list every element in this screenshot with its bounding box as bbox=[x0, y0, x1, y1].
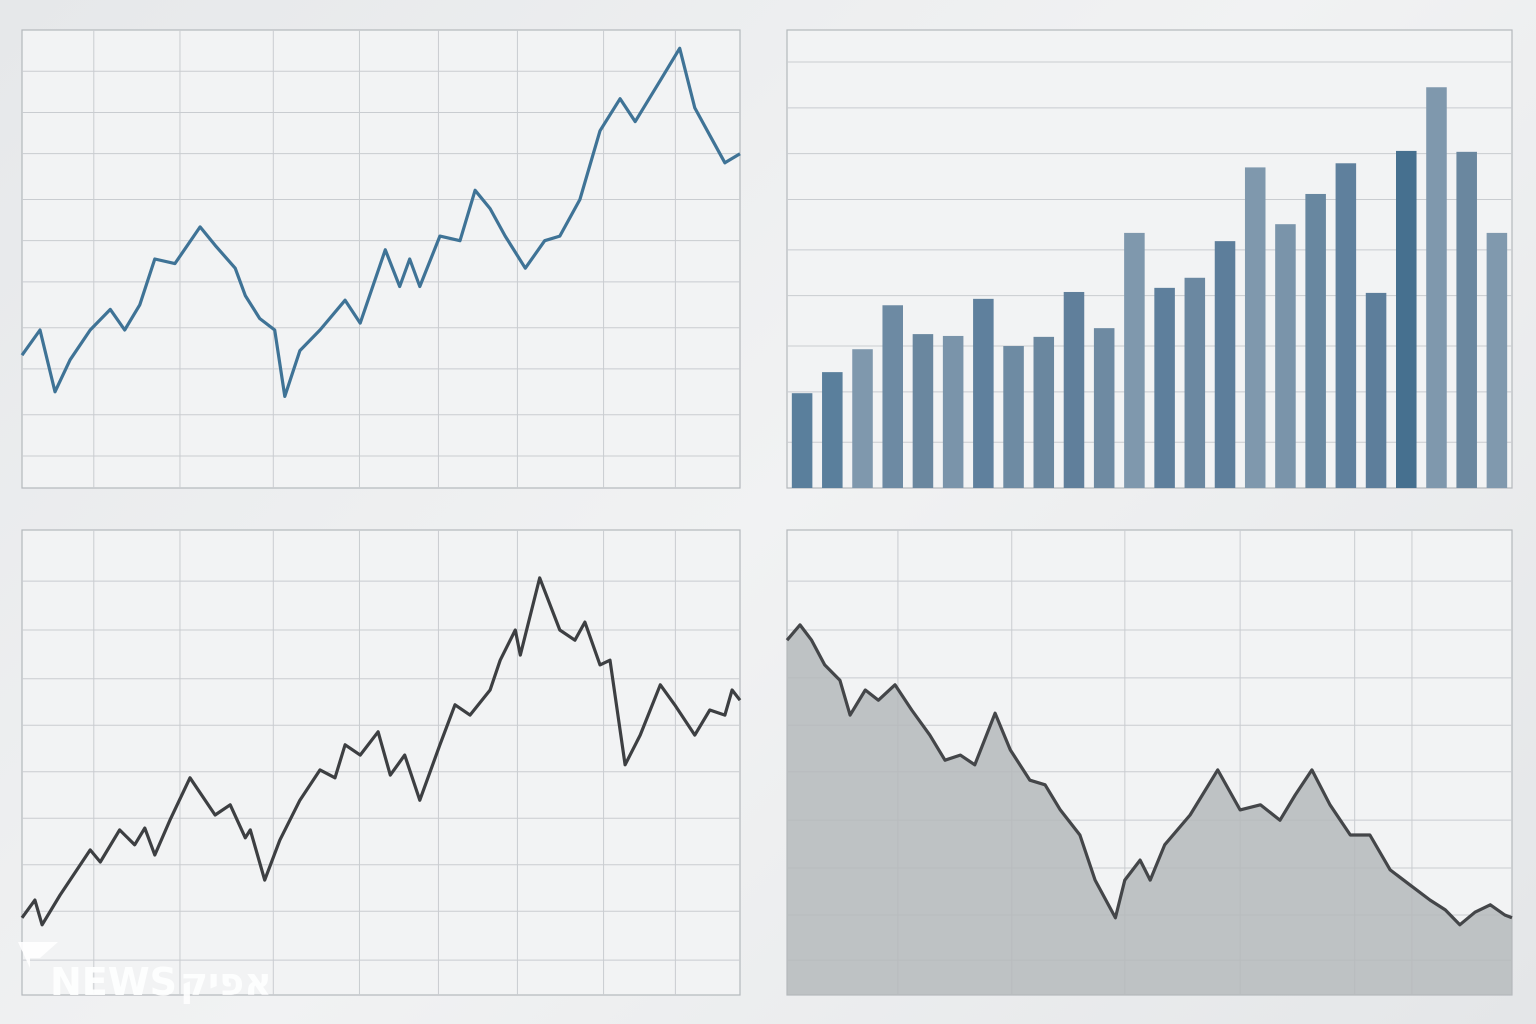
bar bbox=[1033, 336, 1055, 488]
area-fill bbox=[787, 624, 1512, 995]
bar bbox=[1426, 87, 1447, 488]
bar bbox=[1063, 291, 1085, 488]
bar bbox=[942, 335, 964, 488]
bar bbox=[1184, 277, 1206, 488]
panel bbox=[786, 29, 1513, 489]
bar bbox=[1154, 287, 1175, 488]
bar bbox=[791, 393, 813, 488]
line-series bbox=[20, 46, 741, 398]
bar bbox=[1214, 241, 1236, 488]
bar bbox=[822, 372, 843, 488]
bar bbox=[1456, 151, 1477, 488]
bar bbox=[1486, 232, 1508, 488]
panel bbox=[21, 529, 741, 996]
bar bbox=[912, 334, 934, 488]
bar bbox=[1003, 346, 1024, 488]
bar bbox=[973, 298, 994, 488]
bar bbox=[852, 349, 873, 488]
bar bbox=[1093, 328, 1115, 488]
bar bbox=[1396, 150, 1417, 489]
bar bbox=[1365, 292, 1387, 488]
charts bbox=[20, 29, 1513, 996]
bar bbox=[1244, 167, 1266, 488]
logo-icon bbox=[18, 942, 58, 968]
bar bbox=[1275, 224, 1296, 488]
watermark-hebrew: אפיק bbox=[180, 960, 272, 1004]
watermark-latin: NEWS bbox=[50, 960, 177, 1004]
bar bbox=[1305, 193, 1326, 489]
area-line bbox=[785, 623, 1513, 927]
bar bbox=[1335, 163, 1357, 488]
line-series bbox=[20, 576, 742, 927]
bar bbox=[882, 305, 903, 488]
bar bbox=[1124, 232, 1145, 488]
